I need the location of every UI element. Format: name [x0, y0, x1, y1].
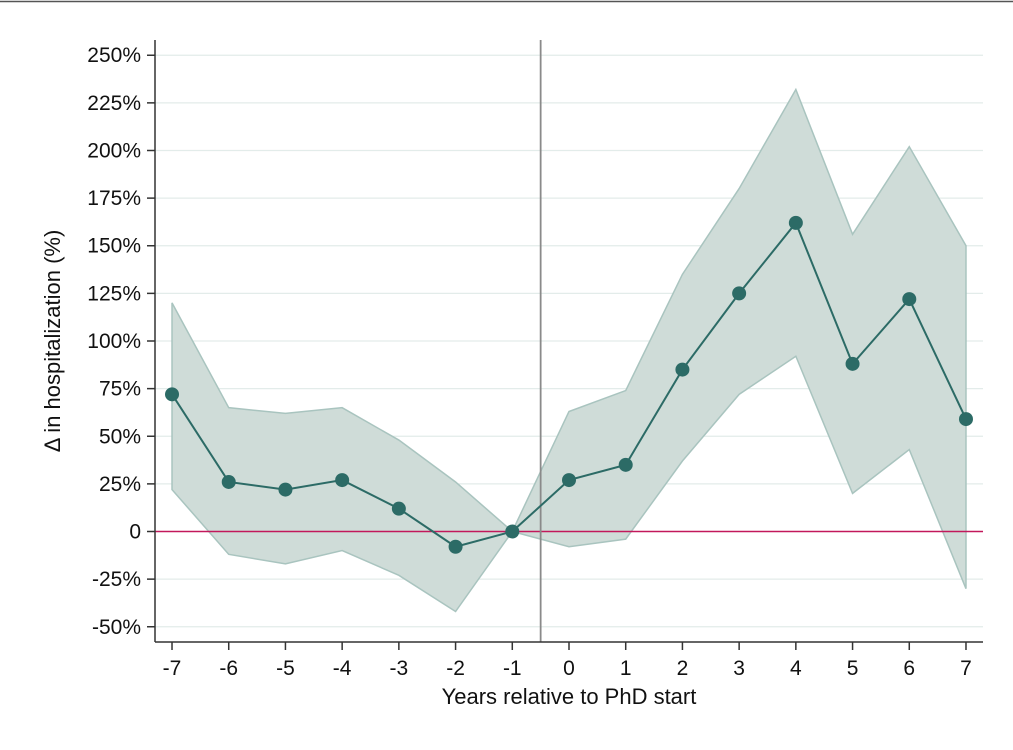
estimate-point: [505, 524, 520, 539]
estimate-point: [732, 286, 747, 301]
estimate-point: [902, 292, 917, 307]
x-tick-label: 0: [563, 657, 575, 680]
y-tick-label: 225%: [87, 92, 141, 115]
estimate-point: [958, 412, 973, 427]
x-tick-label: -2: [446, 657, 465, 680]
y-tick-label: 200%: [87, 139, 141, 162]
y-tick-label: 50%: [99, 425, 141, 448]
x-tick-label: 7: [960, 657, 972, 680]
y-axis-title: Δ in hospitalization (%): [40, 230, 65, 453]
y-tick-label: 75%: [99, 378, 141, 401]
estimate-point: [675, 362, 690, 377]
estimate-point: [562, 473, 576, 488]
x-tick-label: 5: [847, 657, 859, 680]
estimate-point: [788, 215, 803, 230]
estimate-point: [391, 501, 406, 516]
y-tick-label: 25%: [99, 473, 141, 496]
x-tick-label: -6: [219, 657, 238, 680]
estimate-point: [165, 387, 180, 402]
x-tick-label: -7: [163, 657, 182, 680]
estimate-point: [221, 474, 236, 489]
x-tick-label: 4: [790, 657, 802, 680]
y-tick-label: 100%: [87, 330, 141, 353]
estimate-point: [845, 356, 860, 371]
y-tick-label: 175%: [87, 187, 141, 210]
x-tick-label: 3: [733, 657, 745, 680]
reference-lines: [155, 40, 983, 642]
estimate-point: [618, 457, 633, 472]
confidence-band: [171, 87, 967, 613]
estimate-point: [335, 473, 350, 488]
estimate-point: [448, 539, 463, 554]
x-tick-label: -5: [276, 657, 295, 680]
confidence-band-area: [171, 87, 967, 613]
y-tick-label: -50%: [92, 616, 141, 639]
y-tick-label: 150%: [87, 235, 141, 258]
axes: -50%-25%025%50%75%100%125%150%175%200%22…: [87, 40, 983, 680]
x-tick-label: -4: [333, 657, 352, 680]
x-axis-title: Years relative to PhD start: [442, 684, 697, 709]
y-tick-label: 0: [129, 521, 141, 544]
x-tick-label: -3: [390, 657, 409, 680]
x-tick-label: 6: [903, 657, 915, 680]
estimate-point: [278, 482, 293, 497]
x-tick-label: 2: [677, 657, 689, 680]
series: [165, 215, 973, 554]
y-tick-label: -25%: [92, 568, 141, 591]
x-tick-label: -1: [503, 657, 522, 680]
y-tick-label: 125%: [87, 282, 141, 305]
x-tick-label: 1: [620, 657, 632, 680]
y-tick-label: 250%: [87, 44, 141, 67]
